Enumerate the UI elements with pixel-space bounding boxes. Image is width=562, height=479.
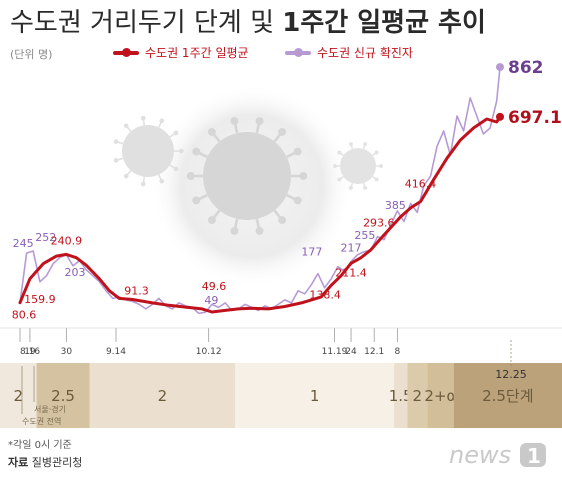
data-label-15: 416.4 bbox=[405, 177, 437, 190]
date-markers bbox=[0, 327, 562, 342]
logo-text: news bbox=[449, 441, 511, 469]
legend-new: 수도권 신규 확진자 bbox=[285, 44, 413, 61]
virus-icon bbox=[186, 117, 308, 235]
stage-label-5: 2 bbox=[412, 387, 422, 405]
x-tick-7: 12.1 bbox=[364, 347, 384, 357]
legend-avg-swatch bbox=[113, 47, 139, 57]
data-label-8: 49 bbox=[204, 294, 218, 307]
legend-new-label: 수도권 신규 확진자 bbox=[317, 46, 413, 60]
series-line-weekly-avg bbox=[18, 115, 502, 314]
source: 자료 질병관리청 bbox=[8, 454, 82, 470]
x-tick-0: 8.16 bbox=[20, 347, 40, 357]
stage-label-1: 2.5 bbox=[51, 387, 75, 405]
legend-avg-label: 수도권 1주간 일평균 bbox=[145, 46, 249, 60]
stage-band-6 bbox=[427, 363, 454, 428]
stage-band-5 bbox=[407, 363, 428, 428]
data-label-18: 697.1 bbox=[508, 108, 562, 128]
title-prefix: 수도권 거리두기 단계 및 bbox=[10, 8, 274, 38]
x-tick-4: 10.12 bbox=[196, 347, 222, 357]
virus-icon bbox=[332, 142, 384, 190]
data-label-13: 293.6 bbox=[363, 216, 395, 229]
data-label-9: 177 bbox=[301, 246, 322, 259]
x-tick-8: 8 bbox=[395, 347, 401, 357]
data-label-14: 255 bbox=[354, 229, 375, 242]
stage-label-7: 2.5단계 bbox=[482, 387, 533, 405]
stage-label-3: 1 bbox=[310, 387, 320, 405]
data-label-16: 385 bbox=[385, 199, 406, 212]
data-label-6: 91.3 bbox=[124, 284, 149, 297]
stage-band-3 bbox=[235, 363, 395, 428]
series-lines bbox=[18, 63, 504, 315]
source-value: 질병관리청 bbox=[31, 456, 83, 469]
virus-icon bbox=[113, 115, 184, 187]
end-point-new bbox=[496, 63, 504, 72]
stage-band-2 bbox=[89, 363, 236, 428]
stage-band-4 bbox=[394, 363, 408, 428]
data-label-10: 138.4 bbox=[309, 288, 341, 301]
end-point-avg bbox=[496, 112, 504, 121]
news1-logo: news 1 bbox=[447, 440, 552, 470]
x-tick-3: 9.14 bbox=[106, 347, 126, 357]
data-label-12: 211.4 bbox=[335, 266, 367, 279]
stage-label-0: 2 bbox=[14, 387, 24, 405]
x-tick-1: 19 bbox=[24, 347, 36, 357]
title-bold: 1주간 일평균 추이 bbox=[282, 8, 486, 38]
footnote: *각일 0시 기준 bbox=[8, 440, 72, 451]
stage-band-1 bbox=[36, 363, 90, 428]
logo-number: 1 bbox=[527, 444, 541, 468]
data-label-7: 49.6 bbox=[202, 280, 227, 293]
stage-note-2: 수도권 전역 bbox=[22, 416, 61, 426]
stage-note-1: 서울·경기 bbox=[34, 404, 66, 414]
stage-label-6: 2+α bbox=[424, 387, 456, 405]
data-label-17: 862 bbox=[508, 58, 544, 78]
data-labels: 245 252 80.6 159.9 240.9 203 91.3 49.649 177 138.… bbox=[12, 58, 562, 322]
virus-illustration bbox=[113, 84, 384, 288]
legend-avg: 수도권 1주간 일평균 bbox=[113, 44, 249, 61]
x-tick-2: 30 bbox=[61, 347, 73, 357]
unit-label: (단위 명) bbox=[10, 48, 53, 61]
data-label-11: 217 bbox=[341, 242, 362, 255]
legend-new-swatch bbox=[285, 47, 311, 57]
stage-date-1225: 12.25 bbox=[495, 368, 527, 381]
source-label: 자료 bbox=[8, 456, 29, 469]
data-label-2: 80.6 bbox=[12, 309, 37, 322]
x-tick-5: 11.19 bbox=[322, 347, 348, 357]
x-tick-6: 24 bbox=[345, 347, 357, 357]
data-label-0: 245 bbox=[13, 237, 34, 250]
data-label-1: 252 bbox=[35, 231, 56, 244]
stage-label-4: 1.5 bbox=[389, 387, 413, 405]
data-label-3: 159.9 bbox=[24, 293, 56, 306]
data-label-4: 240.9 bbox=[51, 234, 83, 247]
page-title: 수도권 거리두기 단계 및 1주간 일평균 추이 bbox=[10, 2, 486, 39]
stage-band-7 bbox=[453, 363, 562, 428]
stage-band-0 bbox=[0, 363, 37, 428]
data-label-5: 203 bbox=[64, 266, 85, 279]
stage-label-2: 2 bbox=[158, 387, 168, 405]
